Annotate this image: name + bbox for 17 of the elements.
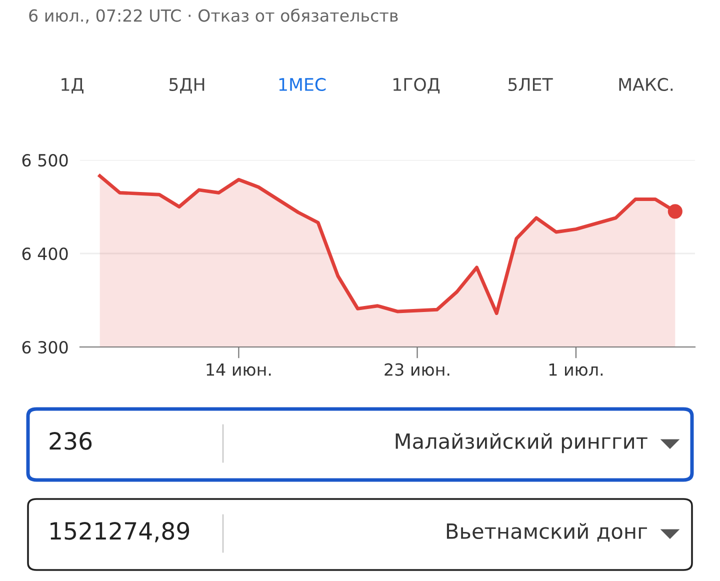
text: 1Д — [62, 78, 84, 94]
x-tick-label: 14 июн. — [206, 363, 271, 376]
text: 1МЕС — [279, 78, 326, 92]
x-tick-label: 23 июн. — [384, 363, 450, 376]
text: МАКС. — [619, 78, 673, 92]
text: 1ГОД — [393, 78, 440, 94]
text: 1521274,89 — [50, 522, 190, 542]
chart-title: 6 июл., 07:22 UTC · Отказ от обязательств — [29, 8, 398, 24]
y-tick-label: 6 300 — [22, 340, 68, 354]
text: Малайзийский ринггит — [396, 433, 648, 454]
x-tick-label: 1 июл. — [549, 363, 603, 376]
text: Вьетнамский донг — [446, 523, 647, 542]
y-tick-label: 6 500 — [22, 154, 68, 167]
y-tick-label: 6 400 — [22, 247, 68, 260]
text: 5ДН — [170, 78, 204, 94]
text: 5ЛЕТ — [508, 78, 553, 92]
text: 236 — [50, 432, 92, 450]
